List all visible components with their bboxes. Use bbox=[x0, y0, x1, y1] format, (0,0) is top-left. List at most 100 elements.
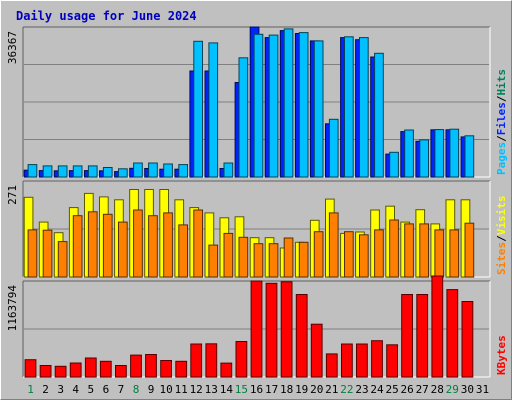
bar-pages-day-28 bbox=[434, 129, 445, 178]
legend-hits: Hits bbox=[495, 69, 508, 96]
bar-kbytes-day-22 bbox=[341, 343, 353, 378]
bar-sites-day-11 bbox=[178, 224, 189, 278]
x-tick-label: 22 bbox=[340, 383, 353, 396]
bar-sites-day-24 bbox=[374, 229, 384, 278]
bar-kbytes-day-28 bbox=[431, 275, 444, 378]
panel-3-max-label: 1163794 bbox=[6, 285, 19, 332]
bar-pages-day-26 bbox=[404, 129, 414, 178]
bar-pages-day-22 bbox=[344, 36, 354, 178]
bar-kbytes-day-2 bbox=[39, 365, 52, 378]
x-tick-label: 6 bbox=[103, 383, 110, 396]
bar-sites-day-15 bbox=[238, 236, 249, 278]
bar-kbytes-day-17 bbox=[265, 282, 278, 378]
bar-kbytes-day-24 bbox=[371, 340, 383, 378]
legend-kbytes: KBytes bbox=[495, 335, 508, 375]
bar-pages-day-6 bbox=[102, 167, 113, 178]
panel-3-legend: KBytes bbox=[495, 335, 508, 375]
bar-pages-day-29 bbox=[449, 128, 460, 178]
x-tick-label: 28 bbox=[431, 383, 444, 396]
bar-sites-day-5 bbox=[87, 211, 98, 278]
x-tick-label: 14 bbox=[220, 383, 234, 396]
bar-pages-day-19 bbox=[298, 32, 309, 178]
bar-kbytes-day-29 bbox=[446, 289, 459, 378]
bar-sites-day-7 bbox=[118, 221, 128, 278]
x-tick-label: 10 bbox=[159, 383, 172, 396]
bar-sites-day-3 bbox=[57, 241, 68, 278]
bar-kbytes-day-7 bbox=[115, 365, 127, 378]
x-tick-label: 30 bbox=[461, 383, 474, 396]
bar-kbytes-day-5 bbox=[84, 357, 97, 378]
bar-sites-day-6 bbox=[102, 213, 113, 278]
x-tick-label: 3 bbox=[57, 383, 64, 396]
x-tick-label: 31 bbox=[476, 383, 489, 396]
bar-kbytes-day-10 bbox=[160, 360, 172, 378]
bar-pages-day-25 bbox=[389, 151, 399, 178]
bar-pages-day-7 bbox=[118, 168, 128, 178]
bar-kbytes-day-26 bbox=[401, 294, 414, 378]
x-tick-label: 9 bbox=[148, 383, 155, 396]
bar-sites-day-13 bbox=[208, 244, 219, 278]
bar-pages-day-12 bbox=[193, 40, 204, 178]
x-tick-label: 20 bbox=[310, 383, 323, 396]
bar-sites-day-10 bbox=[163, 212, 173, 278]
bar-sites-day-9 bbox=[148, 215, 158, 278]
bar-kbytes-day-12 bbox=[190, 343, 203, 378]
x-tick-label: 5 bbox=[87, 383, 94, 396]
bar-sites-day-30 bbox=[464, 222, 475, 278]
x-tick-label: 29 bbox=[446, 383, 459, 396]
bar-sites-day-25 bbox=[389, 219, 399, 278]
x-tick-label: 8 bbox=[133, 383, 140, 396]
x-tick-label: 11 bbox=[175, 383, 188, 396]
x-tick-label: 13 bbox=[205, 383, 218, 396]
bar-kbytes-day-19 bbox=[295, 294, 308, 378]
x-tick-label: 4 bbox=[72, 383, 79, 396]
bar-sites-day-2 bbox=[42, 229, 53, 278]
bar-kbytes-day-6 bbox=[99, 360, 112, 378]
x-tick-label: 7 bbox=[118, 383, 125, 396]
bar-pages-day-8 bbox=[133, 162, 143, 178]
bar-kbytes-day-13 bbox=[205, 343, 218, 378]
bar-sites-day-26 bbox=[404, 223, 414, 278]
bar-kbytes-day-18 bbox=[280, 281, 293, 378]
panel-2-legend: Sites/Visits bbox=[495, 196, 508, 276]
bar-pages-day-24 bbox=[374, 52, 384, 178]
bar-kbytes-day-16 bbox=[250, 280, 263, 378]
bar-sites-day-22 bbox=[344, 231, 354, 278]
bar-sites-day-18 bbox=[283, 237, 294, 278]
legend-files: Files bbox=[495, 102, 508, 135]
bar-kbytes-day-30 bbox=[461, 301, 474, 378]
bar-pages-day-3 bbox=[57, 165, 68, 178]
bar-sites-day-1 bbox=[27, 229, 38, 278]
bar-kbytes-day-3 bbox=[54, 365, 67, 378]
bar-sites-day-21 bbox=[328, 212, 339, 278]
x-tick-label: 18 bbox=[280, 383, 293, 396]
x-tick-label: 26 bbox=[400, 383, 413, 396]
bar-pages-day-2 bbox=[42, 165, 53, 178]
legend-pages: Pages bbox=[495, 142, 508, 175]
bar-sites-day-16 bbox=[253, 243, 264, 278]
legend-visits: Visits bbox=[495, 196, 508, 236]
x-tick-label: 12 bbox=[190, 383, 203, 396]
bar-pages-day-1 bbox=[27, 164, 38, 178]
x-tick-label: 24 bbox=[370, 383, 384, 396]
bar-kbytes-day-15 bbox=[235, 341, 248, 378]
bar-kbytes-day-1 bbox=[24, 359, 37, 378]
x-tick-label: 15 bbox=[235, 383, 248, 396]
x-tick-label: 1 bbox=[27, 383, 34, 396]
bar-pages-day-4 bbox=[72, 165, 83, 178]
bar-pages-day-17 bbox=[268, 34, 279, 178]
x-tick-label: 2 bbox=[42, 383, 49, 396]
bar-pages-day-9 bbox=[148, 162, 158, 178]
bar-sites-day-27 bbox=[419, 223, 429, 278]
x-tick-label: 23 bbox=[355, 383, 368, 396]
x-tick-label: 17 bbox=[265, 383, 278, 396]
bar-sites-day-14 bbox=[223, 232, 234, 278]
bar-kbytes-day-25 bbox=[386, 344, 399, 378]
bar-kbytes-day-9 bbox=[145, 354, 157, 378]
x-tick-label: 25 bbox=[385, 383, 398, 396]
bar-pages-day-23 bbox=[359, 37, 369, 178]
bar-pages-day-30 bbox=[464, 135, 475, 178]
bar-pages-day-14 bbox=[223, 162, 234, 178]
bar-pages-day-10 bbox=[163, 163, 173, 178]
bar-sites-day-19 bbox=[298, 241, 309, 278]
